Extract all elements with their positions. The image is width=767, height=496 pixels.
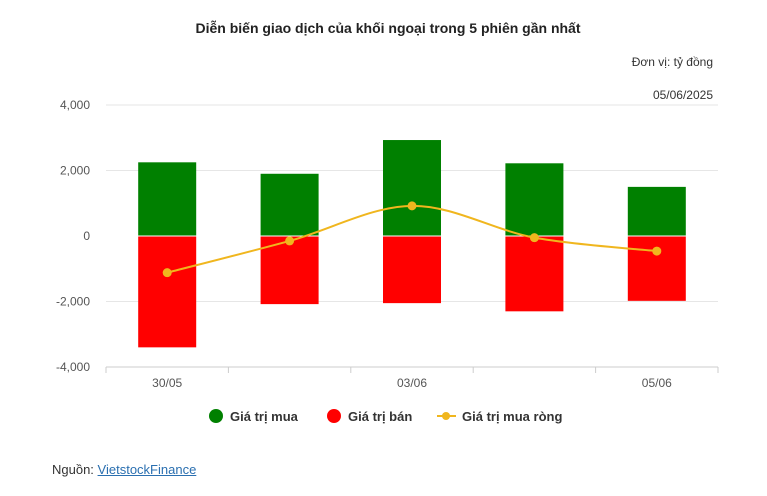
bar-buy (627, 186, 686, 236)
legend-marker-sell (327, 409, 341, 423)
bar-buy (138, 162, 197, 236)
legend-item-sell[interactable]: Giá trị bán (327, 409, 412, 424)
y-tick-label: 0 (83, 229, 90, 243)
net-point (162, 268, 172, 278)
legend-item-buy[interactable]: Giá trị mua (209, 409, 299, 424)
net-point (285, 236, 295, 246)
y-tick-label: 2,000 (60, 164, 90, 178)
unit-label: Đơn vị: tỷ đồng (632, 55, 713, 69)
source-line: Nguồn: VietstockFinance (52, 462, 196, 477)
bar-buy (260, 173, 319, 236)
source-link[interactable]: VietstockFinance (97, 462, 197, 477)
chart-title: Diễn biến giao dịch của khối ngoại trong… (195, 20, 580, 36)
net-line (162, 201, 662, 278)
axes: 4,000 2,000 0 -2,000 -4,000 30/05 03/06 05/06 (56, 98, 719, 390)
bar-sell (260, 236, 319, 305)
legend-label-net: Giá trị mua ròng (462, 409, 562, 424)
bar-buy (383, 140, 441, 236)
net-point (407, 201, 417, 211)
y-tick-label: -2,000 (56, 295, 90, 309)
source-label: Nguồn: (52, 462, 94, 477)
x-tick-label: 30/05 (152, 376, 182, 390)
bars (106, 140, 718, 348)
x-tick-label: 03/06 (397, 376, 427, 390)
legend: Giá trị mua Giá trị bán Giá trị mua ròng (209, 409, 562, 424)
legend-label-sell: Giá trị bán (348, 409, 412, 424)
bar-sell (627, 236, 686, 301)
legend-marker-buy (209, 409, 223, 423)
y-tick-label: -4,000 (56, 360, 90, 374)
bar-sell (138, 236, 197, 348)
bar-sell (383, 236, 441, 304)
net-point (529, 233, 539, 243)
x-tick-label: 05/06 (642, 376, 672, 390)
legend-item-net[interactable]: Giá trị mua ròng (437, 409, 562, 424)
bar-buy (505, 163, 564, 236)
y-tick-label: 4,000 (60, 98, 90, 112)
legend-label-buy: Giá trị mua (230, 409, 299, 424)
legend-marker-net-dot (442, 412, 450, 420)
net-point (652, 246, 662, 256)
bar-sell (505, 236, 564, 312)
date-label: 05/06/2025 (653, 88, 713, 102)
